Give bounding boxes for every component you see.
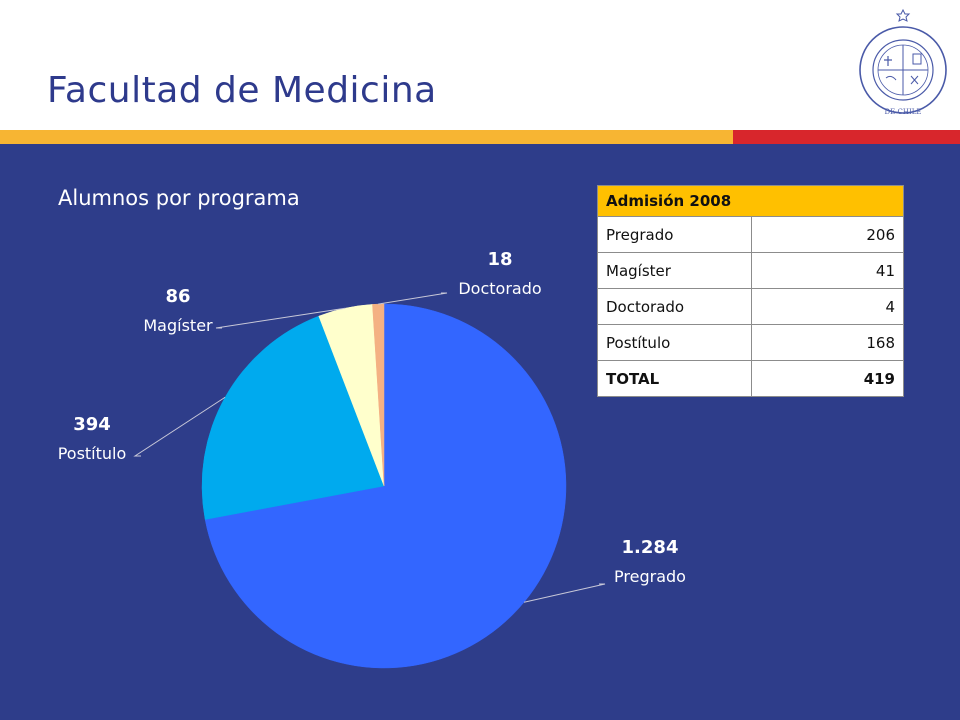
table-cell-label: Postítulo xyxy=(597,324,752,361)
svg-text:DE CHILE: DE CHILE xyxy=(885,108,922,116)
table-total-label: TOTAL xyxy=(597,360,752,397)
table-cell-value: 168 xyxy=(751,324,904,361)
header: Facultad de Medicina DE CHILE xyxy=(0,0,960,130)
data-label-value: 86 xyxy=(165,286,190,307)
chart-title: Alumnos por programa xyxy=(58,186,300,210)
leader-line xyxy=(523,583,606,603)
data-label-category: Magíster xyxy=(143,316,213,335)
table-total-value: 419 xyxy=(751,360,904,397)
data-label-category: Postítulo xyxy=(58,444,127,463)
data-label-value: 18 xyxy=(487,249,512,270)
table-row: Doctorado 4 xyxy=(597,288,904,325)
pie-slice-pregrado xyxy=(204,303,567,669)
leader-line xyxy=(215,307,346,329)
pie-slice-postítulo xyxy=(201,315,385,520)
accent-stripe-red xyxy=(733,130,960,144)
admission-table: Admisión 2008 Pregrado 206 Magíster 41 D… xyxy=(597,185,904,397)
data-label-value: 1.284 xyxy=(622,537,679,558)
data-label-category: Doctorado xyxy=(458,279,541,298)
table-cell-label: Pregrado xyxy=(597,216,752,253)
leader-line xyxy=(133,396,226,457)
page-title: Facultad de Medicina xyxy=(47,70,437,111)
data-label-category: Pregrado xyxy=(614,567,686,586)
table-cell-label: Doctorado xyxy=(597,288,752,325)
table-header-row: Admisión 2008 xyxy=(597,185,904,217)
table-row: Pregrado 206 xyxy=(597,216,904,253)
table-cell-value: 4 xyxy=(751,288,904,325)
table-cell-value: 206 xyxy=(751,216,904,253)
table-cell-value: 41 xyxy=(751,252,904,289)
university-seal-logo: DE CHILE xyxy=(859,8,947,116)
accent-stripe-yellow xyxy=(0,130,733,144)
data-label-value: 394 xyxy=(73,414,111,435)
table-row: Postítulo 168 xyxy=(597,324,904,361)
table-cell-label: Magíster xyxy=(597,252,752,289)
table-row: Magíster 41 xyxy=(597,252,904,289)
table-header: Admisión 2008 xyxy=(597,185,904,217)
leader-line xyxy=(378,292,448,305)
table-total-row: TOTAL 419 xyxy=(597,360,904,397)
